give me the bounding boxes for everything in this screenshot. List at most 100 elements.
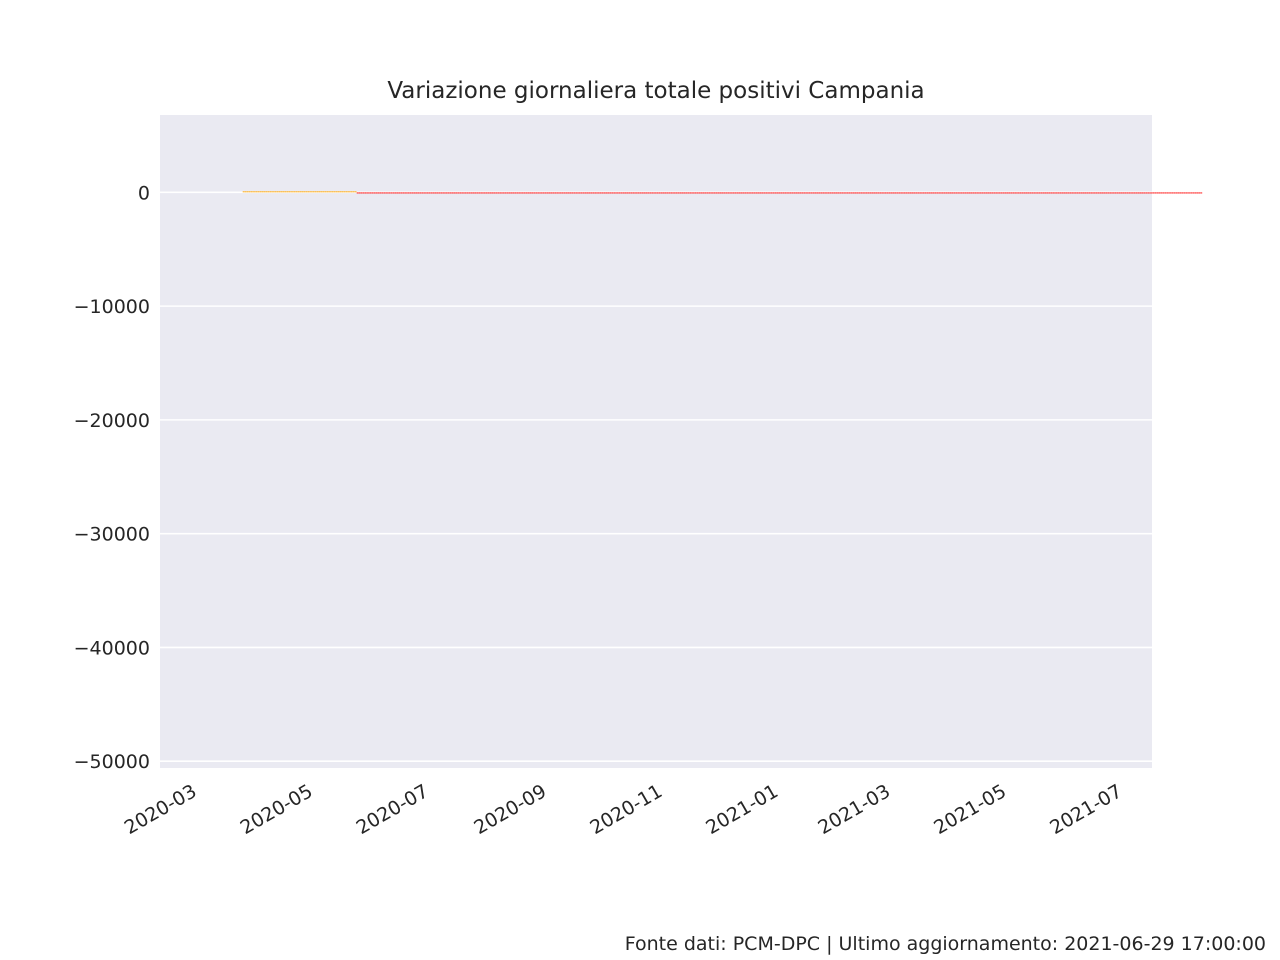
bar xyxy=(466,192,469,194)
bar xyxy=(924,192,927,194)
bar xyxy=(366,192,368,194)
plot-background xyxy=(160,115,1152,768)
bar xyxy=(968,192,971,194)
bar xyxy=(413,192,416,194)
bar xyxy=(940,192,942,194)
bar xyxy=(981,192,984,194)
bar xyxy=(1080,192,1083,194)
bar xyxy=(881,192,883,194)
bar xyxy=(349,191,351,193)
bar xyxy=(858,192,861,194)
bar xyxy=(573,192,576,194)
bar xyxy=(731,192,733,194)
bar xyxy=(1160,192,1163,194)
bar xyxy=(510,192,513,194)
bar xyxy=(512,192,515,194)
bar xyxy=(311,191,313,193)
bar xyxy=(596,192,598,194)
bar xyxy=(1000,192,1003,194)
bar xyxy=(273,191,275,193)
y-tick-label: −30000 xyxy=(74,524,150,546)
bar xyxy=(696,192,699,194)
bar xyxy=(495,192,498,194)
bar xyxy=(396,192,399,194)
bar xyxy=(508,192,511,194)
bar xyxy=(708,192,711,194)
bar xyxy=(951,192,954,194)
bar xyxy=(904,192,906,194)
bar xyxy=(919,192,921,194)
bar xyxy=(343,191,346,193)
y-tick-label: −40000 xyxy=(74,637,150,659)
bar xyxy=(668,192,671,194)
bar xyxy=(480,192,482,194)
bar xyxy=(1014,192,1016,194)
y-tick-label: 0 xyxy=(138,182,150,204)
bar xyxy=(987,192,990,194)
bar xyxy=(387,192,389,194)
bar xyxy=(1065,192,1068,194)
bar xyxy=(989,192,992,194)
bar xyxy=(318,191,321,193)
bar xyxy=(1038,192,1041,194)
bar xyxy=(305,191,308,193)
bar xyxy=(457,192,460,194)
bar xyxy=(827,192,830,194)
bar xyxy=(727,192,730,194)
bar xyxy=(938,192,940,194)
bar xyxy=(666,192,669,194)
bar xyxy=(432,192,435,194)
bar xyxy=(605,192,608,194)
bar xyxy=(1059,192,1062,194)
bar xyxy=(360,192,363,194)
bar xyxy=(788,192,790,194)
bar xyxy=(744,192,747,194)
bar xyxy=(1189,192,1191,194)
bar xyxy=(525,192,528,194)
bar xyxy=(812,192,815,194)
bar xyxy=(687,192,690,194)
bar xyxy=(636,192,638,194)
bar xyxy=(290,191,292,193)
bar xyxy=(1170,192,1172,194)
bar xyxy=(377,192,380,194)
bar xyxy=(406,192,408,194)
bar xyxy=(369,192,372,194)
bar xyxy=(599,192,602,194)
bar xyxy=(1035,192,1037,194)
bar xyxy=(930,192,933,194)
bar xyxy=(1025,192,1028,194)
bar xyxy=(934,192,937,194)
bar xyxy=(943,192,946,194)
bar xyxy=(1111,192,1113,194)
bar xyxy=(915,192,918,194)
bar xyxy=(759,192,762,194)
bar xyxy=(1092,192,1094,194)
bar xyxy=(1183,192,1186,194)
bar xyxy=(907,192,910,194)
bar xyxy=(945,192,948,194)
bar xyxy=(645,192,648,194)
bar xyxy=(1116,192,1119,194)
bar xyxy=(385,192,387,194)
bar xyxy=(1088,192,1091,194)
bar xyxy=(818,192,821,194)
bar xyxy=(438,192,441,194)
bar xyxy=(875,192,878,194)
bar xyxy=(805,192,807,194)
bar xyxy=(729,192,731,194)
bar xyxy=(409,192,412,194)
bar xyxy=(725,192,728,194)
bar xyxy=(712,192,714,194)
bar xyxy=(1192,192,1195,194)
bar xyxy=(675,192,678,194)
bar xyxy=(617,192,619,194)
bar xyxy=(368,192,370,194)
bar xyxy=(474,192,477,194)
bar xyxy=(801,192,804,194)
bar xyxy=(307,191,310,193)
bar xyxy=(417,192,420,194)
bar xyxy=(590,192,593,194)
bar xyxy=(408,192,410,194)
bar xyxy=(1137,192,1140,194)
